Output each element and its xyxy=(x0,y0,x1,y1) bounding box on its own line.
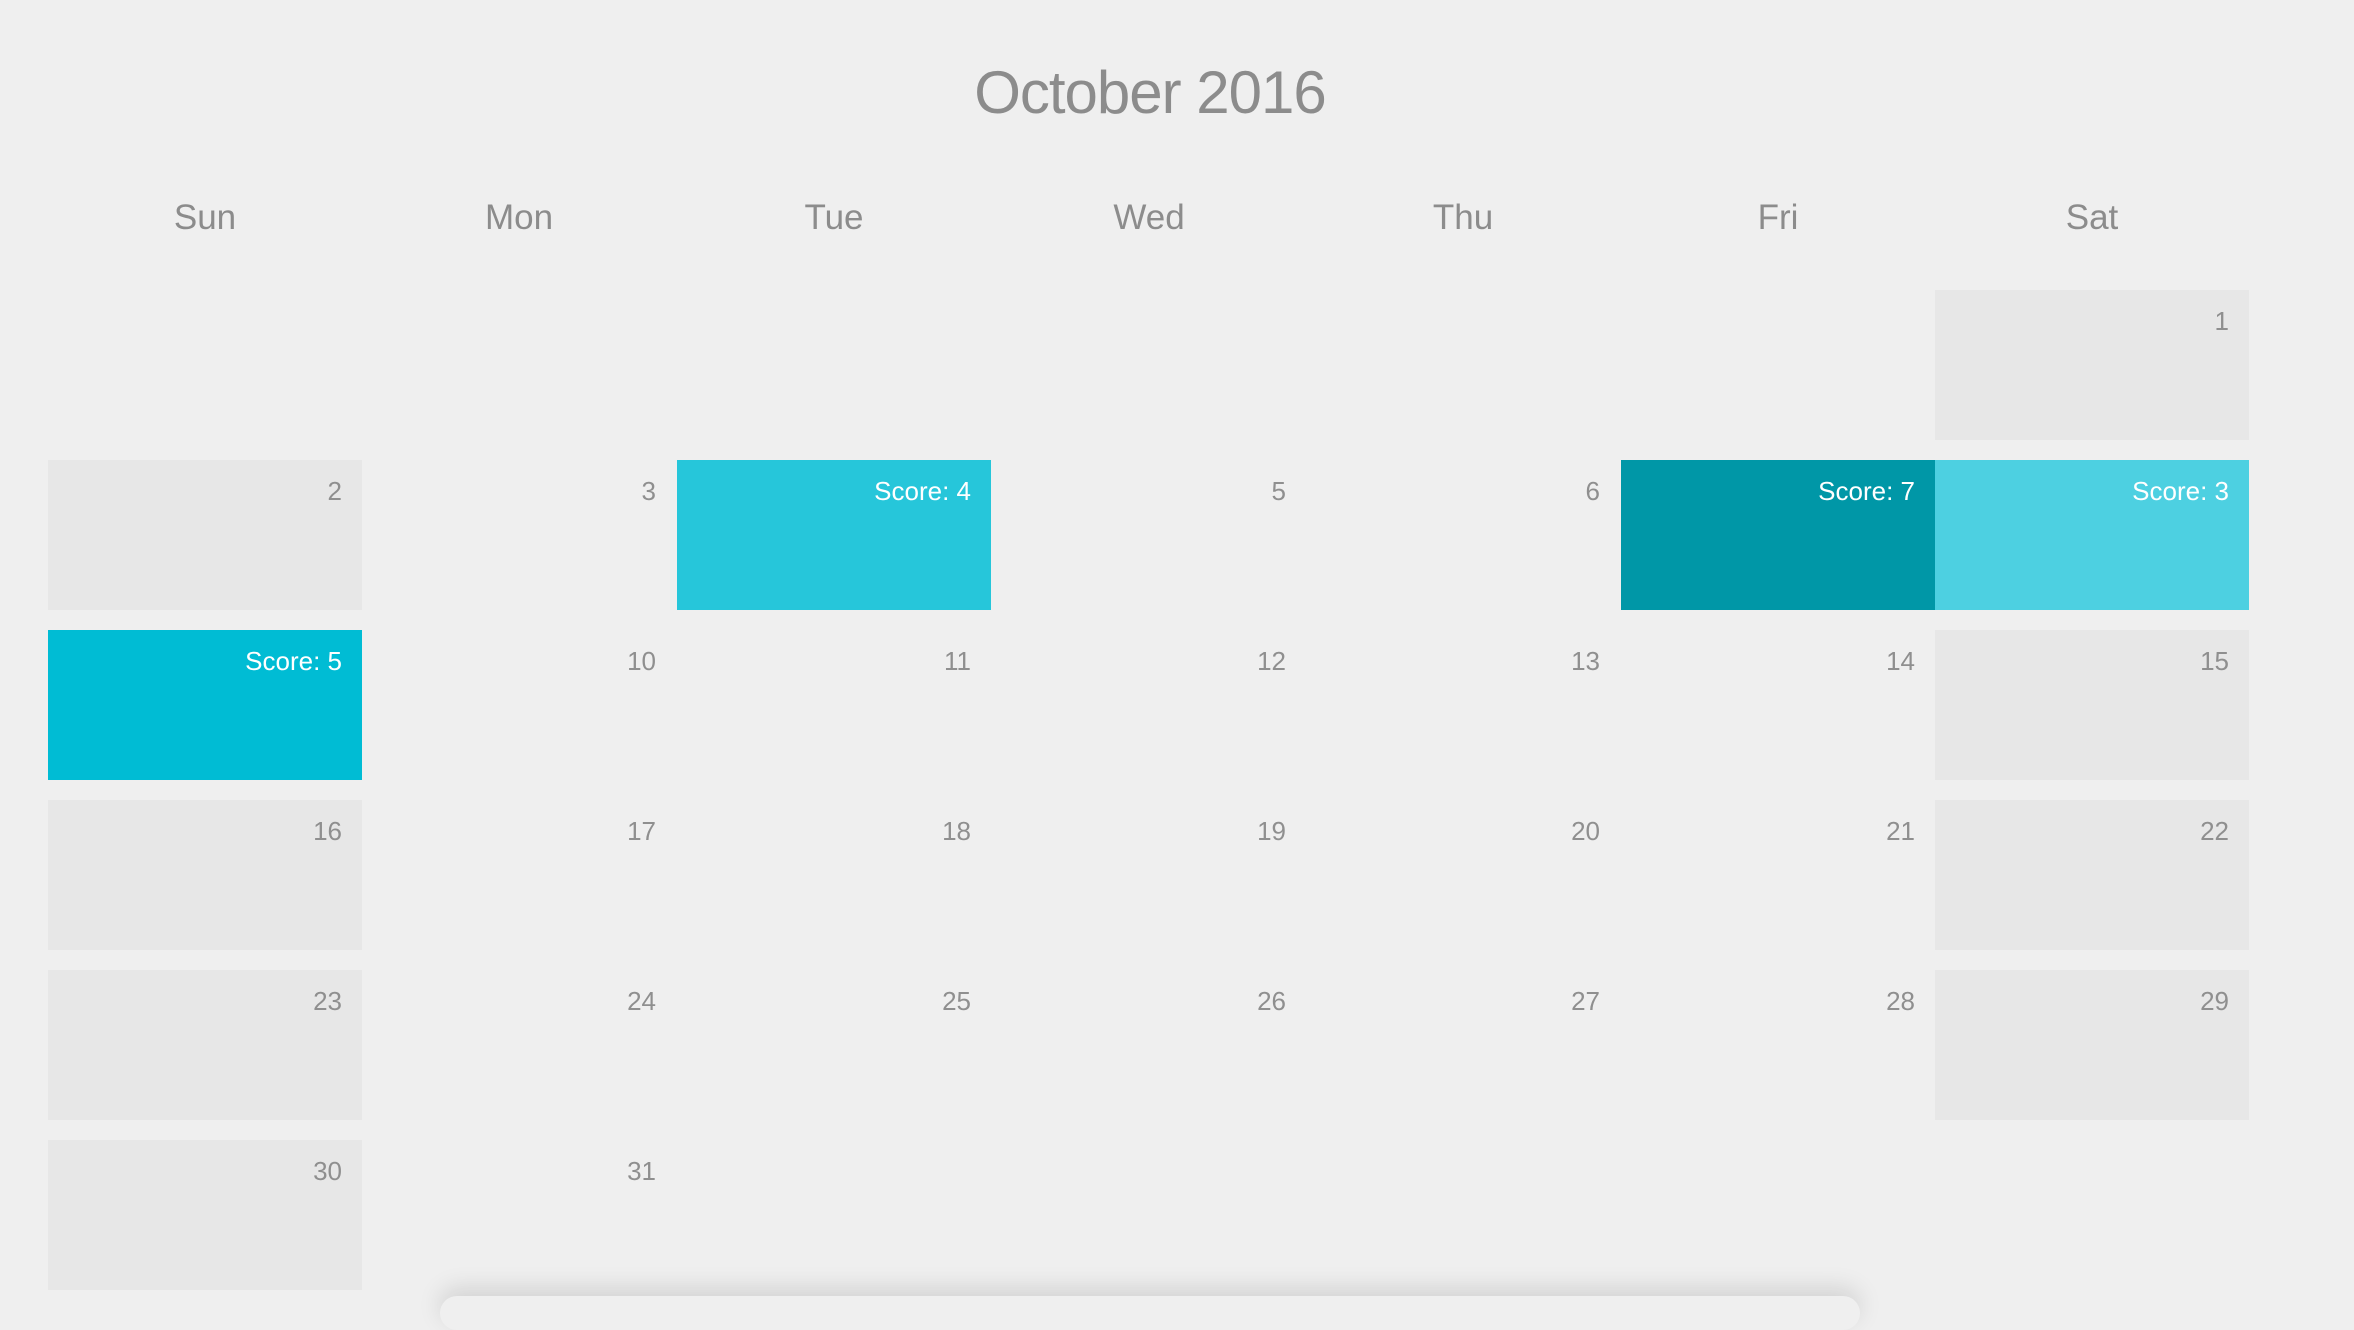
day-cell[interactable]: 11 xyxy=(677,630,991,780)
day-cell[interactable]: 24 xyxy=(362,970,676,1120)
day-cell[interactable]: 5 xyxy=(992,460,1306,610)
day-cell[interactable]: 10 xyxy=(362,630,676,780)
day-cell-scored[interactable]: Score: 5 xyxy=(48,630,362,780)
day-cell[interactable]: 18 xyxy=(677,800,991,950)
day-number: 14 xyxy=(1886,646,1915,676)
day-number: 19 xyxy=(1257,816,1286,846)
scroll-edge-shadow xyxy=(440,1296,1860,1330)
day-cell[interactable]: 30 xyxy=(48,1140,362,1290)
day-score: Score: 3 xyxy=(2132,476,2229,506)
day-number: 23 xyxy=(313,986,342,1016)
day-number: 12 xyxy=(1257,646,1286,676)
weekday-sat: Sat xyxy=(2065,198,2119,237)
day-number: 16 xyxy=(313,816,342,846)
weekday-thu: Thu xyxy=(1432,198,1494,237)
day-number: 24 xyxy=(627,986,656,1016)
day-number: 28 xyxy=(1886,986,1915,1016)
day-number: 3 xyxy=(641,476,656,506)
day-cell-scored[interactable]: Score: 3 xyxy=(1935,460,2249,610)
day-cell[interactable]: 1 xyxy=(1935,290,2249,440)
day-number: 21 xyxy=(1886,816,1915,846)
day-number: 22 xyxy=(2200,816,2229,846)
day-cell[interactable]: 20 xyxy=(1306,800,1620,950)
day-number: 2 xyxy=(327,476,342,506)
day-cell[interactable]: 19 xyxy=(992,800,1306,950)
day-number: 18 xyxy=(942,816,971,846)
day-cell[interactable]: 3 xyxy=(362,460,676,610)
day-cell[interactable]: 2 xyxy=(48,460,362,610)
day-number: 10 xyxy=(627,646,656,676)
day-score: Score: 5 xyxy=(245,646,342,676)
day-cell[interactable]: 6 xyxy=(1306,460,1620,610)
day-cell[interactable]: 13 xyxy=(1306,630,1620,780)
day-cell[interactable]: 23 xyxy=(48,970,362,1120)
day-number: 17 xyxy=(627,816,656,846)
day-cell[interactable]: 17 xyxy=(362,800,676,950)
day-cell-scored[interactable]: Score: 7 xyxy=(1621,460,1935,610)
day-cell[interactable]: 31 xyxy=(362,1140,676,1290)
day-number: 20 xyxy=(1571,816,1600,846)
day-cell[interactable]: 26 xyxy=(992,970,1306,1120)
day-number: 31 xyxy=(627,1156,656,1186)
day-score: Score: 7 xyxy=(1818,476,1915,506)
day-cell[interactable]: 25 xyxy=(677,970,991,1120)
calendar-title: October 2016 xyxy=(974,59,1327,126)
day-cell[interactable]: 27 xyxy=(1306,970,1620,1120)
day-cell[interactable]: 15 xyxy=(1935,630,2249,780)
day-number: 1 xyxy=(2214,306,2229,336)
weekday-wed: Wed xyxy=(1113,198,1185,237)
weekday-sun: Sun xyxy=(173,198,237,237)
day-number: 29 xyxy=(2200,986,2229,1016)
day-cell[interactable]: 22 xyxy=(1935,800,2249,950)
day-cell[interactable]: 14 xyxy=(1621,630,1935,780)
day-number: 13 xyxy=(1571,646,1600,676)
weekday-mon: Mon xyxy=(484,198,554,237)
day-cell[interactable]: 29 xyxy=(1935,970,2249,1120)
day-number: 27 xyxy=(1571,986,1600,1016)
day-number: 6 xyxy=(1585,476,1600,506)
day-cell[interactable]: 21 xyxy=(1621,800,1935,950)
day-number: 30 xyxy=(313,1156,342,1186)
day-cell[interactable]: 16 xyxy=(48,800,362,950)
day-cell-scored[interactable]: Score: 4 xyxy=(677,460,991,610)
weekday-tue: Tue xyxy=(804,198,864,237)
weekday-fri: Fri xyxy=(1757,198,1799,237)
day-number: 26 xyxy=(1257,986,1286,1016)
day-number: 25 xyxy=(942,986,971,1016)
day-score: Score: 4 xyxy=(874,476,971,506)
day-number: 15 xyxy=(2200,646,2229,676)
day-cell[interactable]: 12 xyxy=(992,630,1306,780)
day-cell[interactable]: 28 xyxy=(1621,970,1935,1120)
day-number: 11 xyxy=(944,646,971,676)
day-number: 5 xyxy=(1271,476,1286,506)
